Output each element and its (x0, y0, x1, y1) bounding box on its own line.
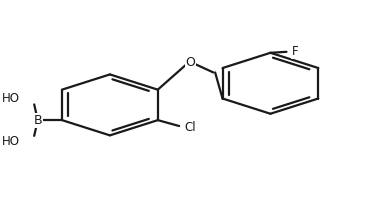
Text: HO: HO (2, 135, 20, 148)
Text: O: O (185, 56, 195, 69)
Text: B: B (33, 114, 42, 127)
Text: F: F (292, 45, 298, 58)
Text: Cl: Cl (184, 121, 196, 133)
Text: HO: HO (2, 92, 20, 105)
